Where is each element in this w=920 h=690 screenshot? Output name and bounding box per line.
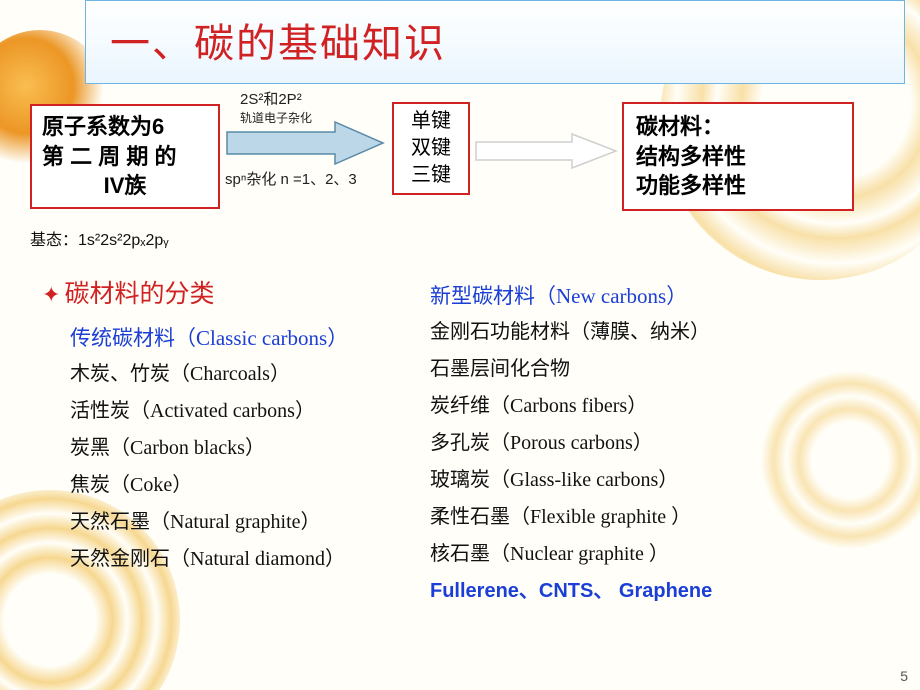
classic-head: 传统碳材料（Classic carbons） bbox=[70, 322, 420, 352]
list-item: 核石墨（Nuclear graphite ） bbox=[430, 540, 910, 569]
classic-carbons-column: ✦碳材料的分类 传统碳材料（Classic carbons） 木炭、竹炭（Cha… bbox=[42, 274, 420, 614]
list-item: 天然石墨（Natural graphite） bbox=[70, 508, 420, 537]
box2-line1: 单键 bbox=[400, 108, 462, 135]
diagram-box-materials: 碳材料： 结构多样性 功能多样性 bbox=[622, 102, 854, 211]
diagram-box-bonds: 单键 双键 三键 bbox=[392, 102, 470, 195]
box1-line2: 第 二 周 期 的 bbox=[42, 142, 208, 172]
list-item: 活性炭（Activated carbons） bbox=[70, 397, 420, 426]
list-item: 玻璃炭（Glass-like carbons） bbox=[430, 466, 910, 495]
box2-line3: 三键 bbox=[400, 162, 462, 189]
new-carbons-column: 新型碳材料（New carbons） 金刚石功能材料（薄膜、纳米） 石墨层间化合… bbox=[420, 274, 910, 614]
list-item: 炭纤维（Carbons fibers） bbox=[430, 392, 910, 421]
box1-line1: 原子系数为6 bbox=[42, 112, 208, 142]
title-bar: 一、碳的基础知识 bbox=[85, 0, 905, 84]
list-item: 金刚石功能材料（薄膜、纳米） bbox=[430, 318, 910, 347]
ground-state: 基态：1s²2s²2pₓ2pᵧ bbox=[30, 226, 168, 250]
annot-top-text: 2S²和2P² bbox=[240, 91, 302, 108]
diagram-annot-sp: spⁿ杂化 n =1、2、3 bbox=[225, 168, 357, 189]
concept-diagram: 原子系数为6 第 二 周 期 的 IV族 2S²和2P² 轨道电子杂化 spⁿ杂… bbox=[30, 96, 920, 246]
new-list: 金刚石功能材料（薄膜、纳米） 石墨层间化合物 炭纤维（Carbons fiber… bbox=[430, 318, 910, 606]
list-item: 石墨层间化合物 bbox=[430, 355, 910, 384]
list-item: 多孔炭（Porous carbons） bbox=[430, 429, 910, 458]
list-item: 天然金刚石（Natural diamond） bbox=[70, 545, 420, 574]
box3-line1: 碳材料： bbox=[636, 112, 840, 142]
list-item: 炭黑（Carbon blacks） bbox=[70, 434, 420, 463]
ground-value: 1s²2s²2pₓ2pᵧ bbox=[78, 232, 168, 249]
list-item-emphasis: Fullerene、CNTS、 Graphene bbox=[430, 577, 910, 606]
section-title: ✦碳材料的分类 bbox=[42, 274, 420, 310]
ground-label: 基态： bbox=[30, 232, 78, 249]
classic-list: 木炭、竹炭（Charcoals） 活性炭（Activated carbons） … bbox=[70, 360, 420, 574]
box3-line2: 结构多样性 bbox=[636, 142, 840, 172]
page-title: 一、碳的基础知识 bbox=[110, 11, 880, 69]
box3-line3: 功能多样性 bbox=[636, 171, 840, 201]
diagram-box-atom: 原子系数为6 第 二 周 期 的 IV族 bbox=[30, 104, 220, 209]
arrow-icon bbox=[474, 132, 618, 170]
star-icon: ✦ bbox=[42, 282, 60, 307]
box1-line3: IV族 bbox=[42, 171, 208, 201]
list-item: 木炭、竹炭（Charcoals） bbox=[70, 360, 420, 389]
arrow-icon bbox=[225, 120, 385, 166]
page-number: 5 bbox=[900, 668, 908, 684]
list-item: 焦炭（Coke） bbox=[70, 471, 420, 500]
section-title-text: 碳材料的分类 bbox=[64, 281, 214, 308]
new-head: 新型碳材料（New carbons） bbox=[430, 280, 910, 310]
box2-line2: 双键 bbox=[400, 135, 462, 162]
list-item: 柔性石墨（Flexible graphite ） bbox=[430, 503, 910, 532]
classification-lists: ✦碳材料的分类 传统碳材料（Classic carbons） 木炭、竹炭（Cha… bbox=[0, 274, 920, 614]
